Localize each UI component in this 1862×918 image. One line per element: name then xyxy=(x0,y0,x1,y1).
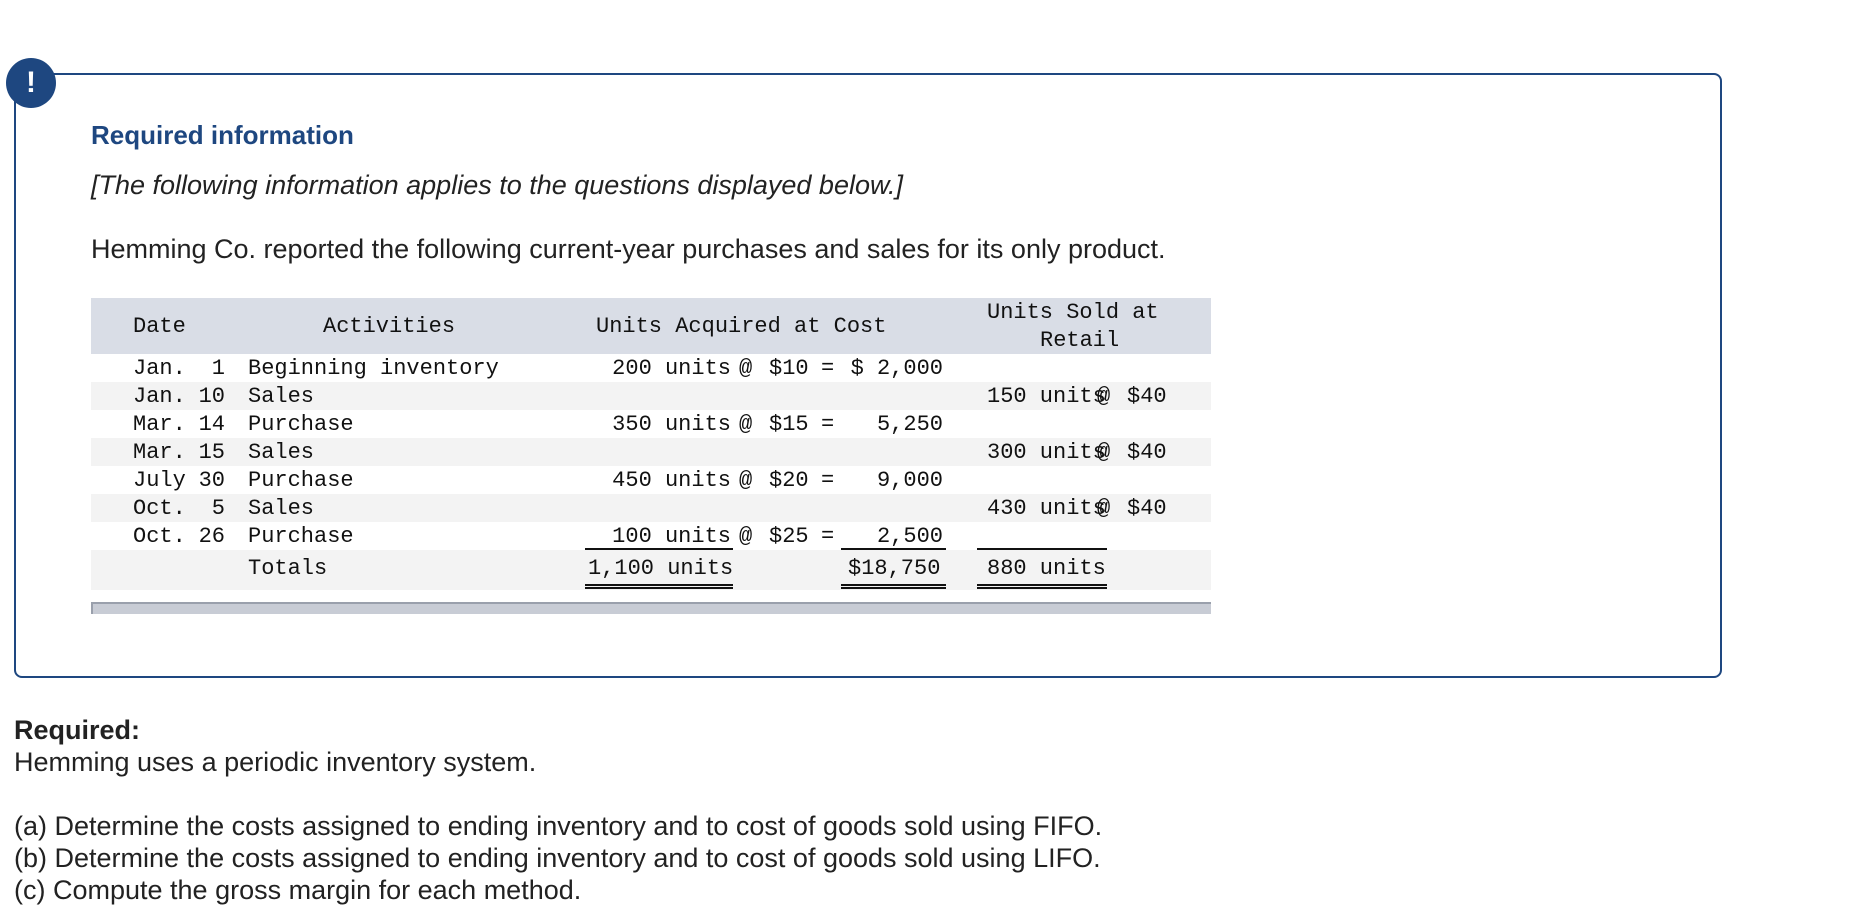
table-header: Date Activities Units Acquired at Cost U… xyxy=(91,298,1211,354)
cell-acquired-price: $25 xyxy=(769,524,809,549)
question-a: (a) Determine the costs assigned to endi… xyxy=(14,811,1103,841)
cell-sold-at: @ xyxy=(1097,440,1111,465)
totals-units-sold: 880 units xyxy=(987,556,1106,581)
table-row: Jan. 10 Sales 150 units @ $40 xyxy=(91,382,1211,410)
cell-month: Jan. xyxy=(133,356,186,381)
cell-acquired-cost: 5,250 xyxy=(876,412,943,437)
cell-acquired-at: @ xyxy=(739,524,753,549)
table-row: Mar. 14 Purchase 350 units @ $15 = 5,250 xyxy=(91,410,1211,438)
cell-acquired-at: @ xyxy=(739,468,753,493)
table-scrollbar[interactable] xyxy=(91,602,1211,614)
acquired-units-underline xyxy=(585,548,733,550)
totals-label: Totals xyxy=(248,556,328,581)
cell-activity: Beginning inventory xyxy=(248,356,499,381)
totals-cost: $18,750 xyxy=(848,556,941,581)
spacer xyxy=(14,778,1102,810)
required-information-panel xyxy=(14,73,1722,678)
table-row: July 30 Purchase 450 units @ $20 = 9,000 xyxy=(91,466,1211,494)
totals-units-double-underline xyxy=(585,584,733,589)
cell-activity: Purchase xyxy=(248,468,354,493)
cell-day: 10 xyxy=(198,384,225,409)
cell-acquired-units: 100 units xyxy=(612,524,731,549)
cell-sold-units: 300 units xyxy=(987,440,1106,465)
cell-day: 30 xyxy=(198,468,225,493)
cell-acquired-equals: = xyxy=(821,412,835,437)
cell-day: 26 xyxy=(198,524,225,549)
cell-sold-price: $40 xyxy=(1127,496,1167,521)
table-row: Jan. 1 Beginning inventory 200 units @ $10 = $ … xyxy=(91,354,1211,382)
cell-sold-units: 430 units xyxy=(987,496,1106,521)
header-units-sold-line1: Units Sold at xyxy=(987,300,1159,325)
cell-sold-at: @ xyxy=(1097,384,1111,409)
totals-units-acquired: 1,100 units xyxy=(588,556,734,581)
cell-acquired-units: 350 units xyxy=(612,412,731,437)
table-row: Oct. 26 Purchase 100 units @ $25 = 2,500 xyxy=(91,522,1211,550)
cell-day: 15 xyxy=(198,440,225,465)
cell-activity: Purchase xyxy=(248,524,354,549)
cell-acquired-units: 200 units xyxy=(612,356,731,381)
instruction-note: [The following information applies to th… xyxy=(91,170,903,200)
cell-month: July xyxy=(133,468,186,493)
problem-intro: Hemming Co. reported the following curre… xyxy=(91,234,1166,264)
header-units-acquired: Units Acquired at Cost xyxy=(596,314,887,339)
cell-acquired-at: @ xyxy=(739,356,753,381)
totals-row: Totals 1,100 units $18,750 880 units xyxy=(91,550,1211,590)
cell-acquired-price: $15 xyxy=(769,412,809,437)
header-units-sold-line2: Retail xyxy=(1040,328,1120,353)
cell-acquired-equals: = xyxy=(821,356,835,381)
question-b: (b) Determine the costs assigned to endi… xyxy=(14,843,1101,873)
cell-acquired-units: 450 units xyxy=(612,468,731,493)
table-body: Jan. 1 Beginning inventory 200 units @ $10 = $ … xyxy=(91,354,1211,550)
cell-acquired-cost: $ 2,000 xyxy=(850,356,943,381)
inventory-table: Date Activities Units Acquired at Cost U… xyxy=(91,298,1211,614)
acquired-cost-underline xyxy=(841,548,946,550)
cell-day: 1 xyxy=(211,356,225,381)
required-label: Required: xyxy=(14,715,141,745)
table-row: Mar. 15 Sales 300 units @ $40 xyxy=(91,438,1211,466)
required-section: Required: Hemming uses a periodic invent… xyxy=(14,714,1102,906)
cell-acquired-equals: = xyxy=(821,524,835,549)
alert-icon: ! xyxy=(6,58,56,108)
cell-acquired-price: $10 xyxy=(769,356,809,381)
cell-sold-units: 150 units xyxy=(987,384,1106,409)
cell-sold-price: $40 xyxy=(1127,384,1167,409)
totals-sold-double-underline xyxy=(977,584,1107,589)
cell-activity: Purchase xyxy=(248,412,354,437)
sold-units-underline xyxy=(977,548,1107,550)
cell-acquired-cost: 9,000 xyxy=(876,468,943,493)
cell-sold-price: $40 xyxy=(1127,440,1167,465)
cell-acquired-at: @ xyxy=(739,412,753,437)
header-activities: Activities xyxy=(323,314,456,339)
header-date: Date xyxy=(133,314,186,339)
table-row: Oct. 5 Sales 430 units @ $40 xyxy=(91,494,1211,522)
cell-month: Jan. xyxy=(133,384,186,409)
cell-day: 14 xyxy=(198,412,225,437)
required-description: Hemming uses a periodic inventory system… xyxy=(14,747,537,777)
cell-month: Oct. xyxy=(133,496,186,521)
cell-day: 5 xyxy=(211,496,225,521)
cell-month: Mar. xyxy=(133,440,186,465)
cell-month: Oct. xyxy=(133,524,186,549)
cell-sold-at: @ xyxy=(1097,496,1111,521)
required-information-title: Required information xyxy=(91,120,354,150)
cell-acquired-price: $20 xyxy=(769,468,809,493)
cell-acquired-equals: = xyxy=(821,468,835,493)
cell-acquired-cost: 2,500 xyxy=(876,524,943,549)
question-c: (c) Compute the gross margin for each me… xyxy=(14,875,582,905)
cell-activity: Sales xyxy=(248,440,315,465)
cell-month: Mar. xyxy=(133,412,186,437)
totals-cost-double-underline xyxy=(841,584,946,589)
cell-activity: Sales xyxy=(248,496,315,521)
cell-activity: Sales xyxy=(248,384,315,409)
